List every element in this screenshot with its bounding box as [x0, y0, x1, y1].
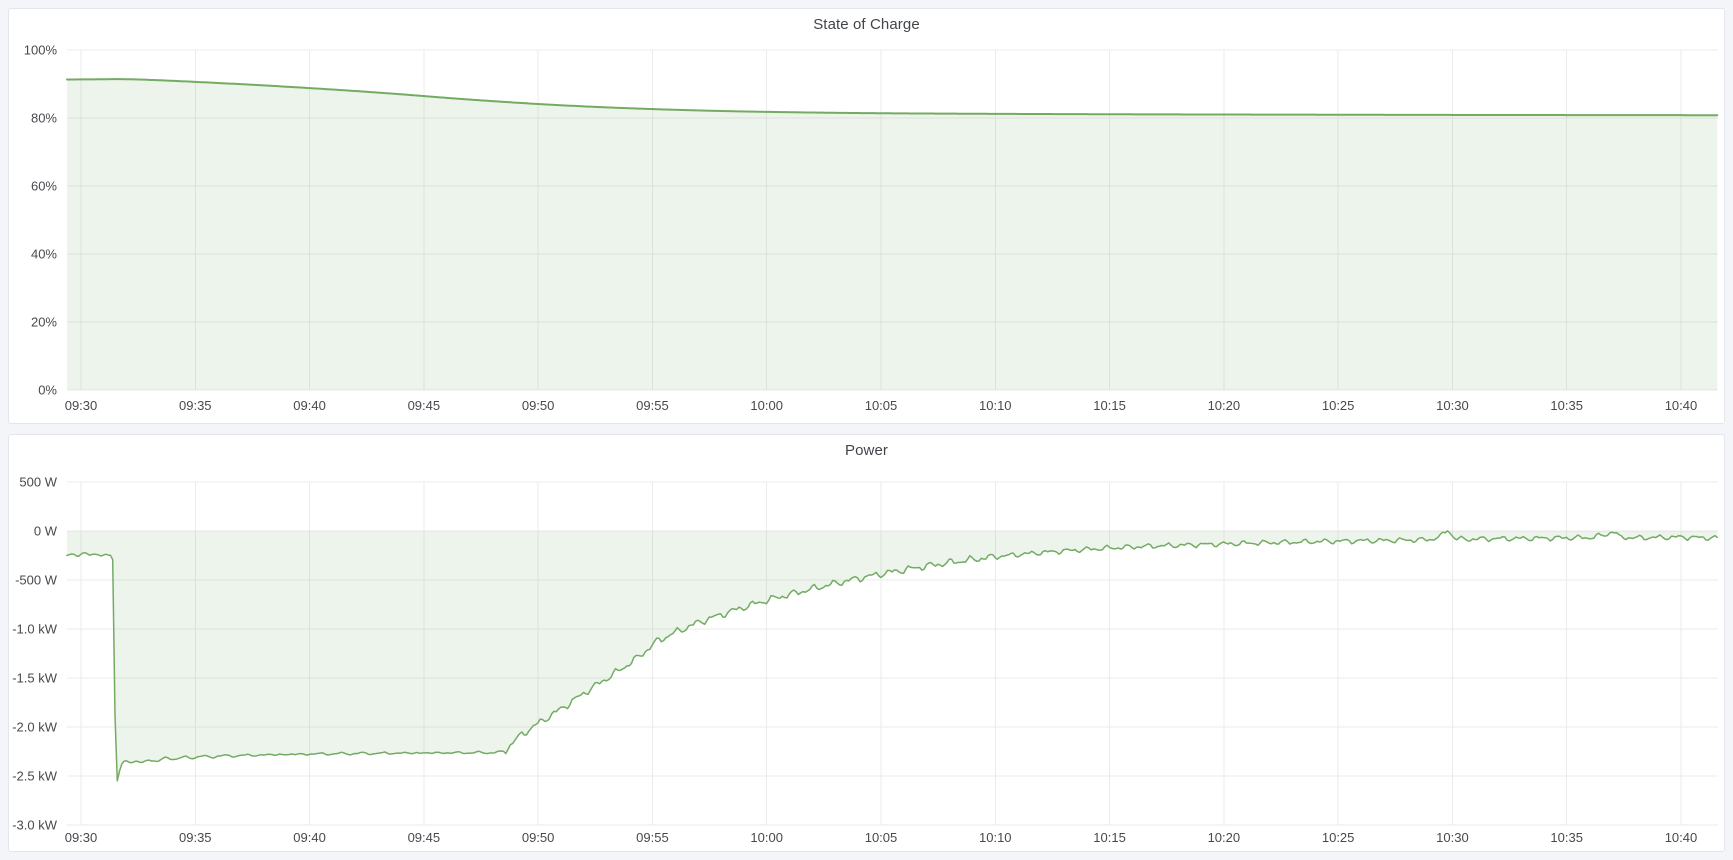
x-axis-label: 09:35	[179, 830, 212, 845]
y-axis-label: 60%	[31, 179, 57, 194]
y-axis-label: 500 W	[19, 475, 57, 490]
x-axis-label: 10:20	[1208, 398, 1241, 413]
x-axis-label: 10:10	[979, 830, 1012, 845]
x-axis-label: 10:35	[1550, 830, 1583, 845]
x-axis-label: 10:05	[865, 398, 898, 413]
x-axis-label: 09:40	[293, 830, 326, 845]
x-axis-label: 09:30	[65, 830, 98, 845]
y-axis-label: -1.0 kW	[12, 622, 58, 637]
series-area	[67, 530, 1718, 781]
x-axis-label: 10:30	[1436, 398, 1469, 413]
series-line	[66, 530, 1719, 782]
x-axis-label: 09:55	[636, 398, 669, 413]
axis-labels: 100% 80% 60% 40% 20% 0% 09:30 09:35 09:40 09:45 09…	[24, 43, 1698, 414]
y-axis-label: 0 W	[34, 524, 58, 539]
y-axis-label: 20%	[31, 315, 57, 330]
x-axis-label: 10:40	[1665, 830, 1698, 845]
y-axis-label: -1.5 kW	[12, 671, 58, 686]
y-axis-label: 80%	[31, 111, 57, 126]
x-axis-label: 10:40	[1665, 398, 1698, 413]
x-axis-label: 10:05	[865, 830, 898, 845]
x-axis-label: 10:25	[1322, 398, 1355, 413]
x-axis-label: 10:35	[1550, 398, 1583, 413]
y-axis-label: -2.5 kW	[12, 769, 58, 784]
y-axis-label: -500 W	[15, 573, 58, 588]
panel-power: Power 500 W 0 W -500 W -1.0 kW -1.5 kW -2.0 k…	[8, 434, 1725, 852]
x-axis-label: 10:00	[750, 398, 783, 413]
series-area	[67, 79, 1718, 390]
x-axis-label: 10:30	[1436, 830, 1469, 845]
x-axis-label: 09:45	[408, 830, 441, 845]
x-axis-label: 10:15	[1093, 830, 1126, 845]
x-axis-label: 09:55	[636, 830, 669, 845]
x-axis-label: 09:45	[408, 398, 441, 413]
x-axis-label: 09:30	[65, 398, 98, 413]
y-axis-label: 100%	[24, 43, 58, 58]
x-axis-label: 10:20	[1208, 830, 1241, 845]
x-axis-label: 09:35	[179, 398, 212, 413]
x-axis-label: 09:50	[522, 830, 555, 845]
panel-title-power: Power	[844, 442, 889, 459]
axis-labels: 500 W 0 W -500 W -1.0 kW -1.5 kW -2.0 kW -2.5 …	[12, 475, 1697, 846]
x-axis-label: 09:50	[522, 398, 555, 413]
y-axis-label: 40%	[31, 247, 57, 262]
x-axis-label: 09:40	[293, 398, 326, 413]
power-chart[interactable]: 500 W 0 W -500 W -1.0 kW -1.5 kW -2.0 kW -2.5 …	[9, 435, 1724, 851]
grid	[67, 49, 1718, 391]
y-axis-label: -3.0 kW	[12, 818, 58, 833]
x-axis-label: 10:25	[1322, 830, 1355, 845]
panel-state-of-charge: State of Charge 100% 80% 60% 40% 20% 0% 09:30 0…	[8, 8, 1725, 424]
state-of-charge-chart[interactable]: 100% 80% 60% 40% 20% 0% 09:30 09:35 09:40 09:45 09…	[9, 9, 1724, 423]
panel-title-state-of-charge: State of Charge	[813, 16, 920, 33]
x-axis-label: 10:10	[979, 398, 1012, 413]
y-axis-label: 0%	[38, 383, 57, 398]
y-axis-label: -2.0 kW	[12, 720, 58, 735]
x-axis-label: 10:15	[1093, 398, 1126, 413]
series-line	[66, 78, 1719, 117]
grid	[67, 481, 1718, 826]
x-axis-label: 10:00	[750, 830, 783, 845]
